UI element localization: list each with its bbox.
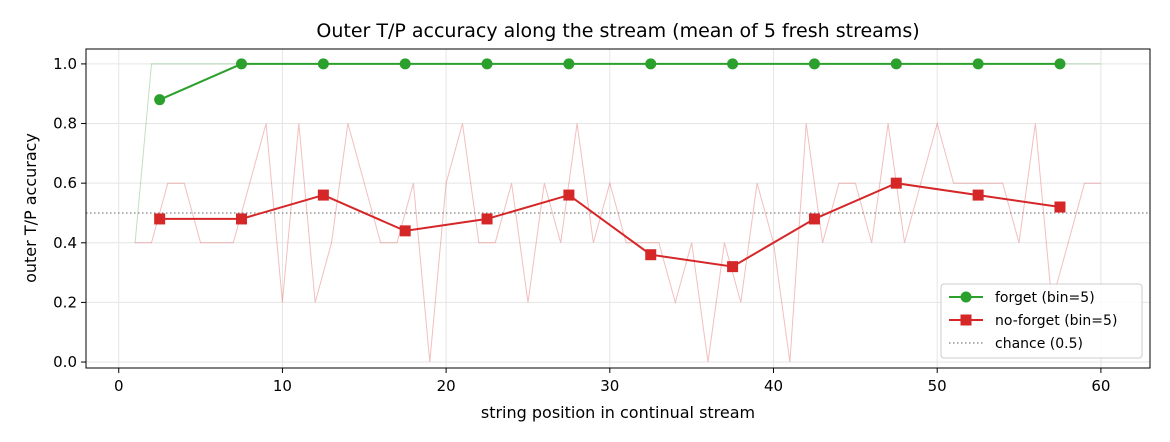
y-tick-label: 0.8 [53,115,77,133]
no-forget-line [159,182,1061,268]
forget-point [727,58,739,70]
forget-point [154,94,166,106]
y-axis-label: outer T/P accuracy [21,133,40,283]
legend-marker [960,291,972,303]
raw-forget-line [134,63,1101,243]
no-forget-point [972,189,984,201]
no-forget-point [645,249,657,261]
forget-point [808,58,820,70]
legend-label: forget (bin=5) [995,290,1095,306]
y-tick-label: 0.2 [53,293,77,311]
y-tick-label: 0.6 [53,174,77,192]
y-tick-label: 1.0 [53,55,77,73]
forget-point [481,58,493,70]
forget-point [399,58,411,70]
y-axis-ticks: 0.0 0.2 0.4 0.6 0.8 1.0 [53,55,86,371]
no-forget-point [727,261,739,273]
forget-point [236,58,248,70]
x-axis-label: string position in continual stream [481,403,755,422]
x-axis-ticks: 0 10 20 30 40 50 60 [114,368,1110,395]
no-forget-point [808,213,820,225]
no-forget-point [890,177,902,189]
x-tick-label: 40 [764,377,783,395]
legend-box [940,283,1143,359]
legend: forget (bin=5) no-forget (bin=5) chance (0… [940,283,1143,359]
forget-point [563,58,575,70]
no-forget-point [563,189,575,201]
no-forget-point [1054,201,1066,213]
markers [154,58,1066,273]
x-tick-label: 60 [1091,377,1110,395]
legend-label: chance (0.5) [995,336,1083,352]
x-tick-label: 0 [114,377,124,395]
forget-point [317,58,329,70]
forget-point [890,58,902,70]
no-forget-point [399,225,411,237]
y-tick-label: 0.4 [53,234,77,252]
y-tick-label: 0.0 [53,353,77,371]
forget-point [1054,58,1066,70]
forget-line [159,62,1060,101]
binned-series [159,62,1061,268]
legend-label: no-forget (bin=5) [995,313,1117,329]
chart-title: Outer T/P accuracy along the stream (mea… [316,20,919,42]
no-forget-point [481,213,493,225]
x-tick-label: 10 [273,377,292,395]
no-forget-point [236,213,248,225]
forget-point [645,58,657,70]
forget-point [972,58,984,70]
no-forget-point [317,189,329,201]
no-forget-point [154,213,166,225]
x-tick-label: 50 [928,377,947,395]
x-tick-label: 30 [600,377,619,395]
x-tick-label: 20 [437,377,456,395]
plot-frame [85,48,1151,369]
legend-marker [960,314,972,326]
